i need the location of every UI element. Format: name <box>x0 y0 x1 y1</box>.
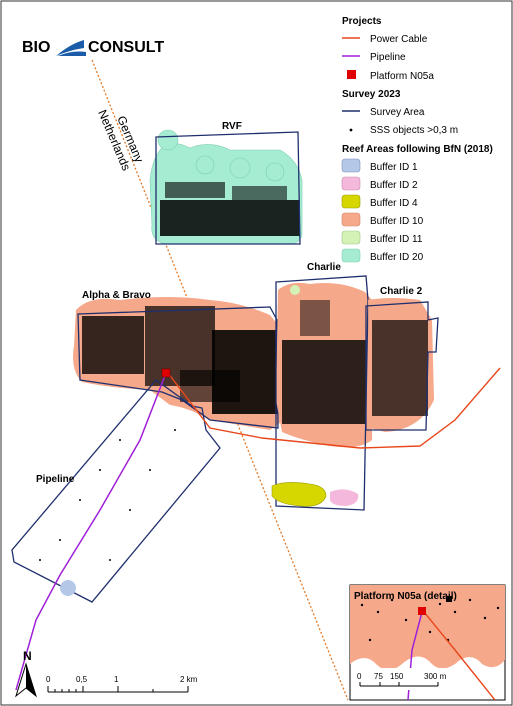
logo-text-right: CONSULT <box>88 39 164 56</box>
pipeline-objects <box>39 429 176 561</box>
legend-buffer-label-20: Buffer ID 20 <box>370 252 424 263</box>
north-arrow: N <box>15 649 37 698</box>
area-label-alpha-bravo: Alpha & Bravo <box>82 290 151 301</box>
pipeline-route <box>15 372 167 691</box>
logo: BIO CONSULT <box>22 39 164 56</box>
charlie-objects <box>282 285 366 424</box>
legend-survey-area: Survey Area <box>370 107 425 118</box>
charlie-buffer-id4 <box>271 482 327 507</box>
legend-platform-symbol <box>347 70 356 79</box>
legend-sss-symbol <box>349 128 353 132</box>
scale-label-05: 0,5 <box>76 675 88 684</box>
legend-survey-title: Survey 2023 <box>342 89 401 100</box>
legend-buffer-label-10: Buffer ID 10 <box>370 216 424 227</box>
legend-buffer-label-1: Buffer ID 1 <box>370 162 418 173</box>
legend-projects-title: Projects <box>342 16 382 27</box>
legend-buffer-swatch-11 <box>341 230 361 245</box>
legend-power-cable: Power Cable <box>370 34 428 45</box>
logo-wave-icon <box>56 40 86 56</box>
logo-text-left: BIO <box>22 39 50 56</box>
scale-label-2km: 2 km <box>180 675 198 684</box>
power-cable-route <box>167 367 501 449</box>
pipeline-survey-outline <box>11 379 221 603</box>
charlie2-survey-outline <box>365 301 439 431</box>
legend-buffer-label-2: Buffer ID 2 <box>370 180 418 191</box>
rvf-objects <box>160 182 300 236</box>
legend-buffer-swatch-20 <box>341 248 361 263</box>
inset-scalebar: 0 75 150 300 m <box>355 668 447 690</box>
legend: Projects Power Cable Pipeline Platform N… <box>341 16 493 263</box>
legend-buffer-label-4: Buffer ID 4 <box>370 198 418 209</box>
rvf-survey-outline <box>155 131 301 245</box>
charlie-buffer-id2 <box>330 489 359 506</box>
legend-buffer-swatch-10 <box>341 212 361 227</box>
platform-marker <box>161 368 171 378</box>
pipeline-buffer-id1 <box>60 580 76 596</box>
legend-pipeline: Pipeline <box>370 52 406 63</box>
legend-buffer-swatch-4 <box>341 194 361 209</box>
inset-scale-label-75: 75 <box>374 672 383 681</box>
legend-buffer-label-11: Buffer ID 11 <box>370 234 423 245</box>
alpha-bravo-survey-outline <box>77 306 279 429</box>
legend-reef-title: Reef Areas following BfN (2018) <box>342 144 493 155</box>
inset-title: Platform N05a (detail) <box>354 591 457 602</box>
inset-platform-marker <box>418 607 426 615</box>
scale-label-1: 1 <box>114 675 119 684</box>
area-label-charlie2: Charlie 2 <box>380 286 423 297</box>
inset-scale-label-150: 150 <box>390 672 404 681</box>
inset-scalebar-bg <box>355 668 447 690</box>
inset-objects <box>360 596 500 642</box>
inset-buffer-area <box>350 585 505 670</box>
legend-buffer-swatch-2 <box>341 176 361 191</box>
area-label-rvf: RVF <box>222 121 242 132</box>
legend-sss: SSS objects >0,3 m <box>370 125 458 136</box>
inset-map: Platform N05a (detail) 0 75 150 300 m <box>349 584 506 701</box>
alpha-bravo-objects <box>82 306 278 414</box>
inset-scale-label-0: 0 <box>357 672 362 681</box>
legend-platform: Platform N05a <box>370 71 434 82</box>
charlie2-objects <box>372 320 428 416</box>
north-label: N <box>23 649 32 663</box>
inset-power-cable-route <box>423 611 496 700</box>
area-label-pipeline: Pipeline <box>36 474 75 485</box>
inset-scale-label-300: 300 m <box>424 672 447 681</box>
area-label-charlie: Charlie <box>307 262 341 273</box>
scale-label-0: 0 <box>46 675 51 684</box>
scalebar: 0 0,5 1 2 km <box>46 675 198 693</box>
legend-buffer-swatch-1 <box>341 158 361 173</box>
